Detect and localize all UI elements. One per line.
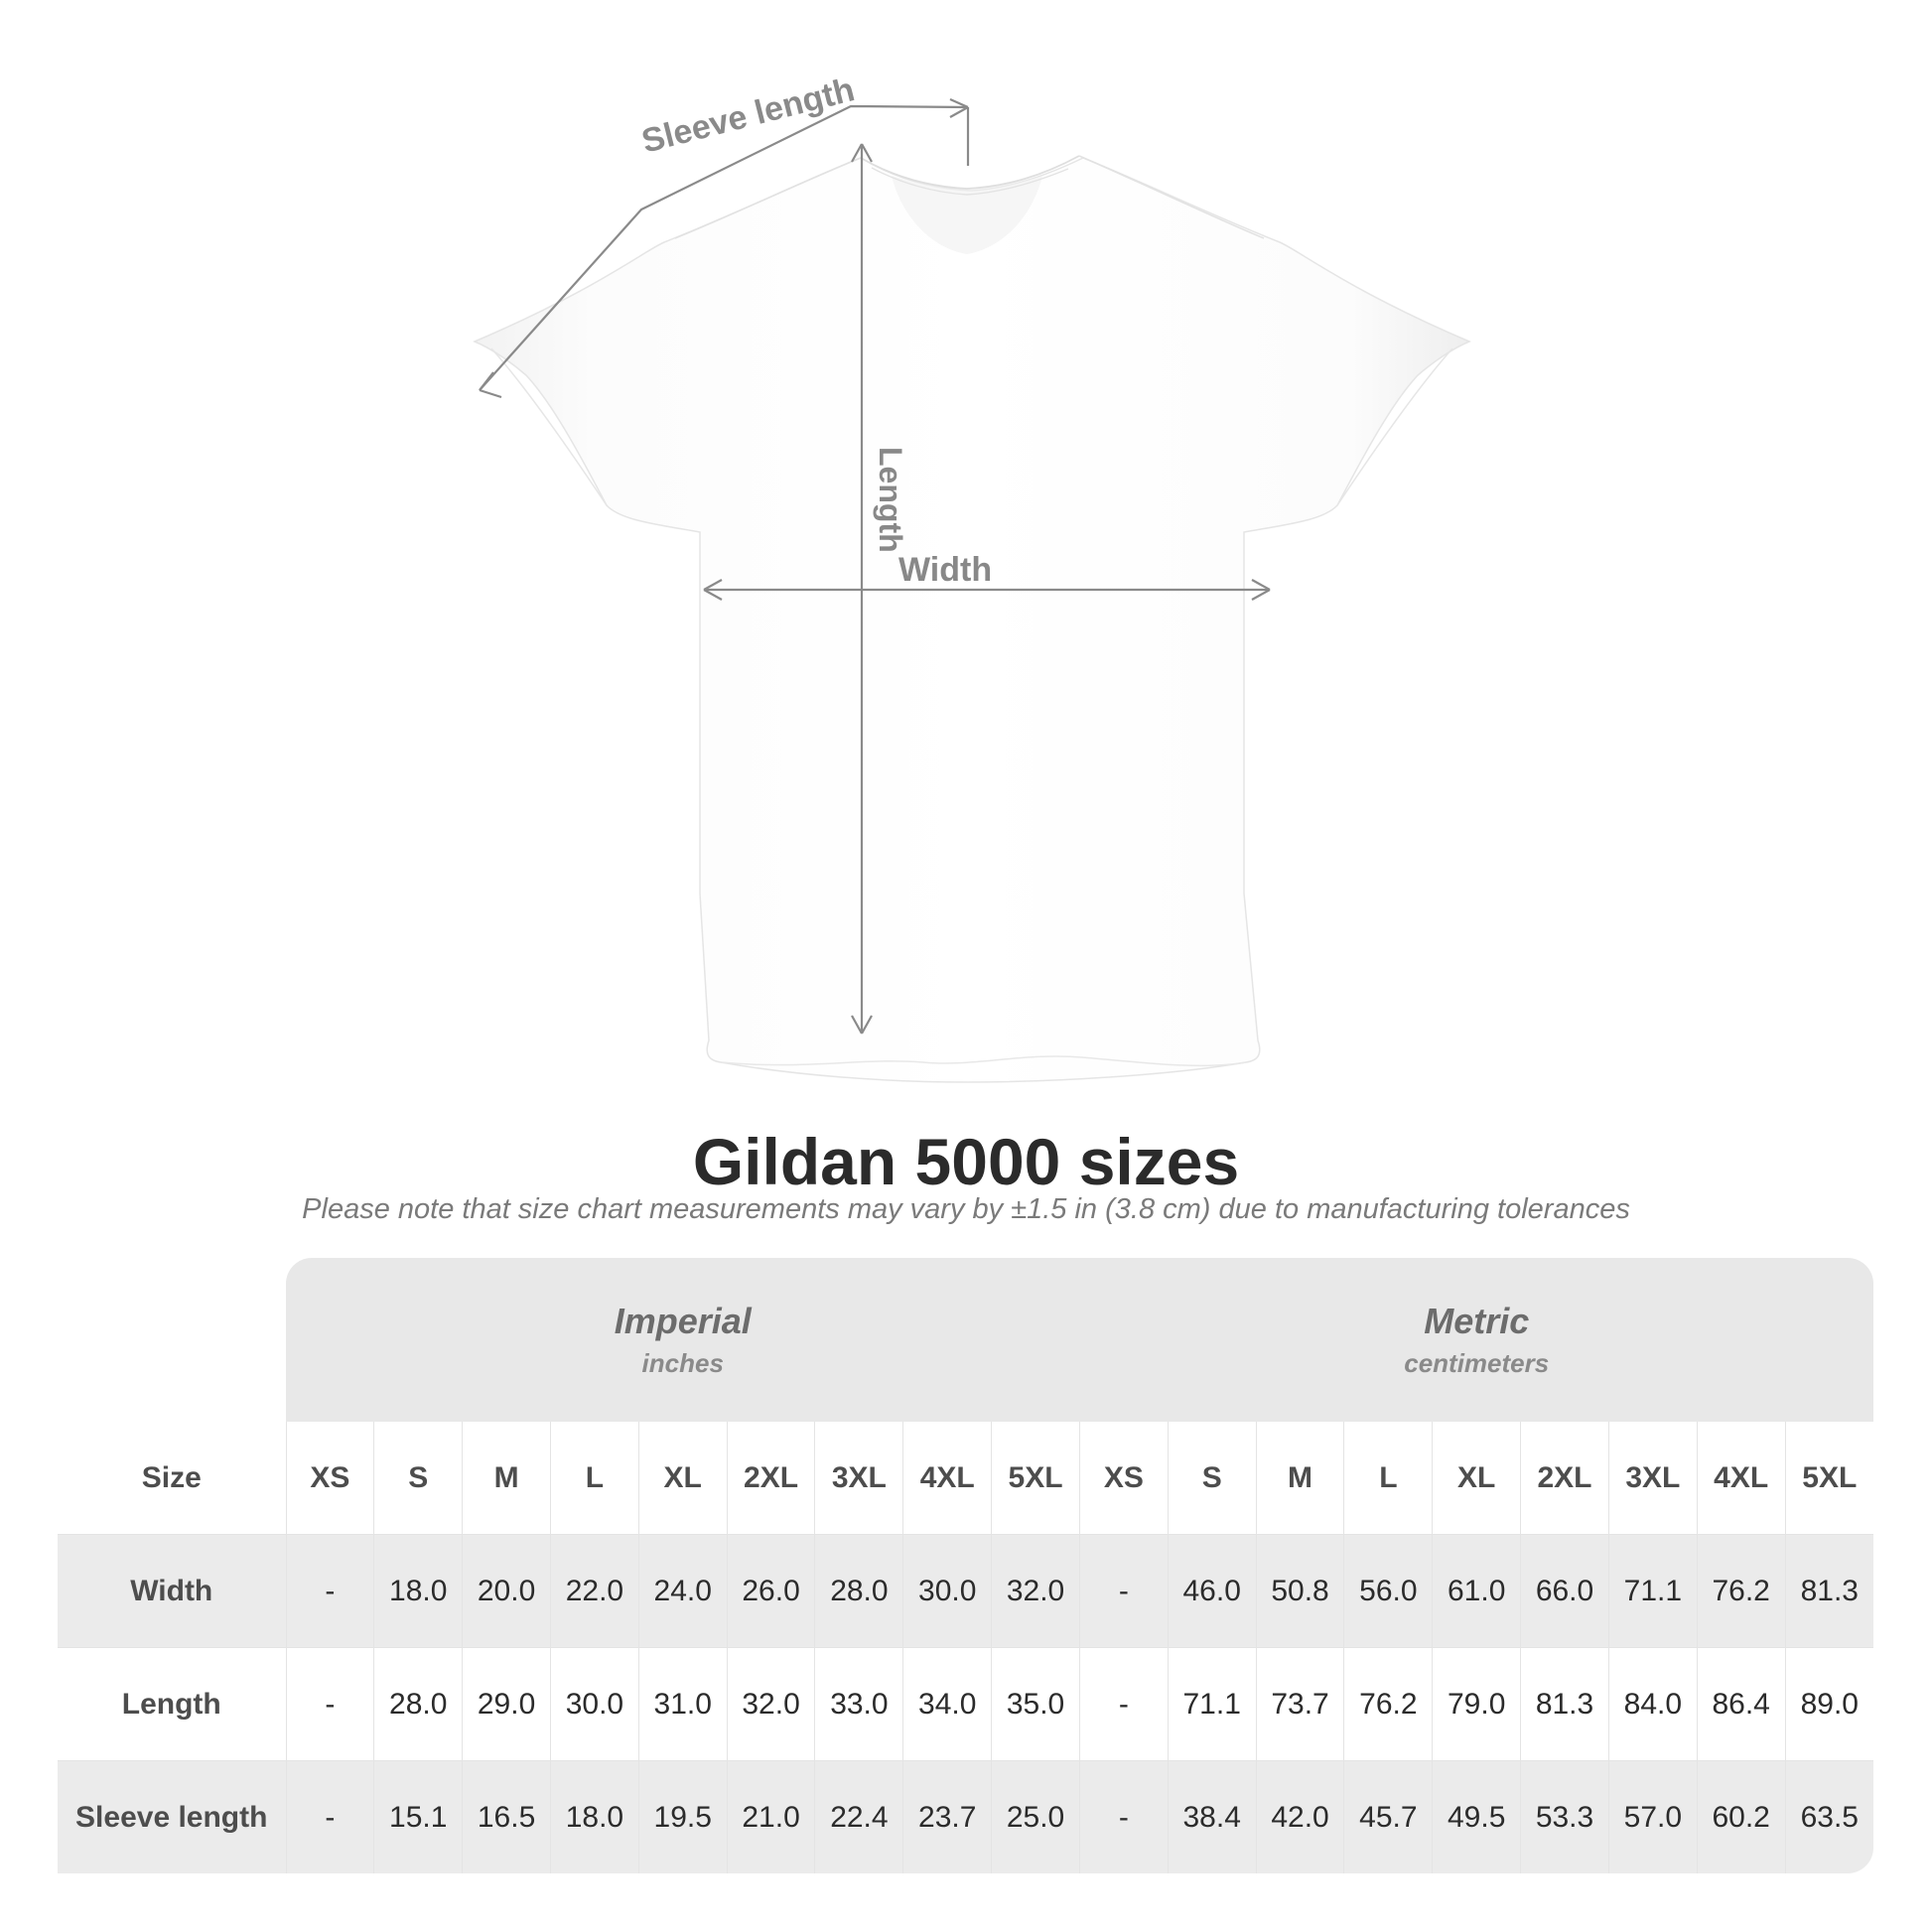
svg-text:Sleeve length: Sleeve length: [638, 70, 859, 161]
svg-text:Width: Width: [898, 551, 992, 589]
svg-text:Length: Length: [873, 447, 908, 553]
